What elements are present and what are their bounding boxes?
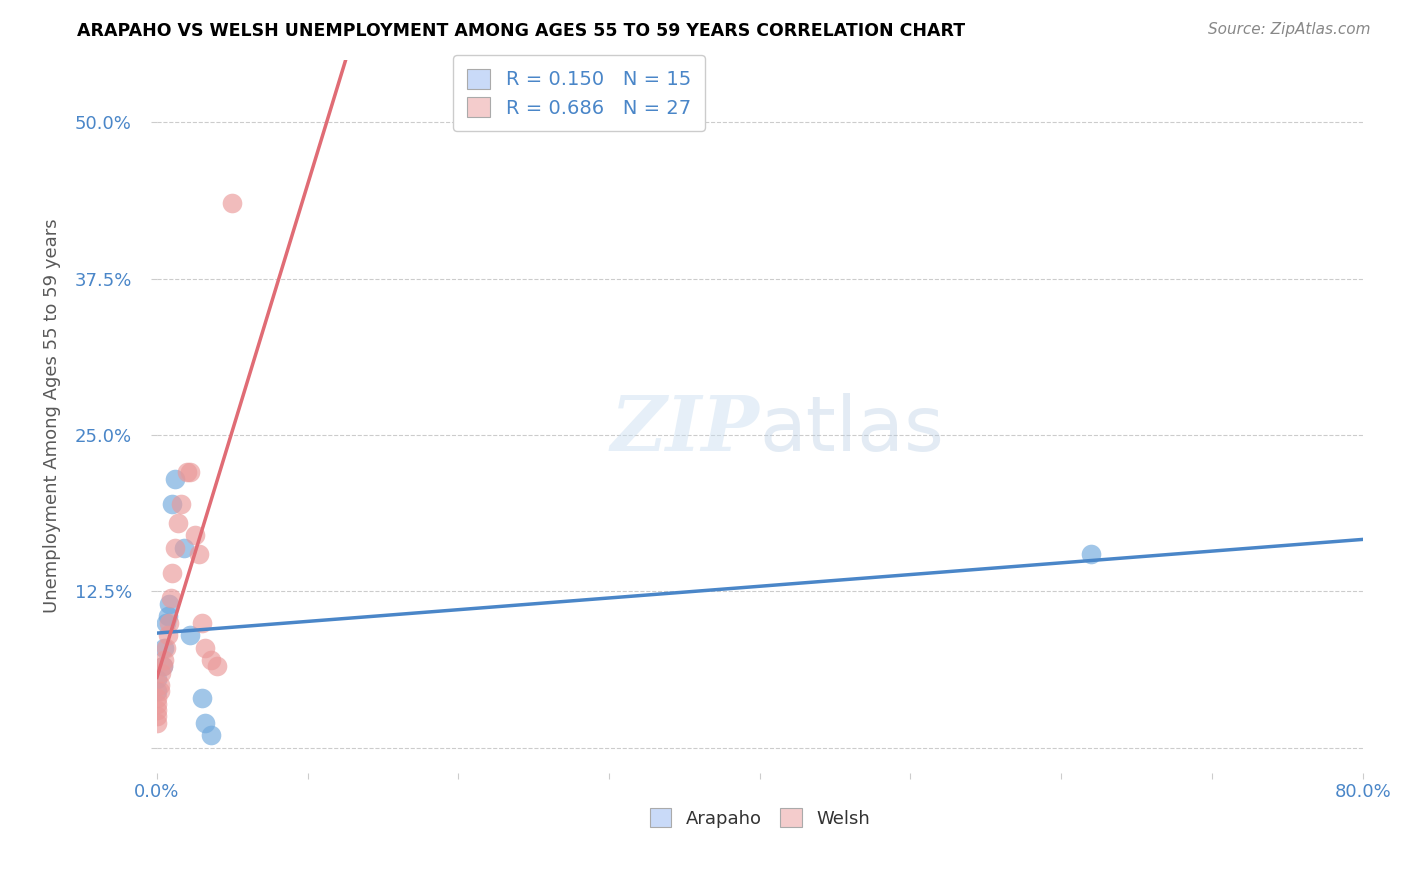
Point (146, 690, 169, 705)
Point (146, 715, 169, 730)
Point (200, 653, 222, 667)
Point (176, 466, 198, 480)
Point (155, 615, 177, 630)
Point (153, 640, 176, 655)
Point (200, 728, 222, 742)
Text: Source: ZipAtlas.com: Source: ZipAtlas.com (1208, 22, 1371, 37)
Point (146, 703, 169, 717)
Point (160, 566, 183, 580)
Point (155, 640, 177, 655)
Point (150, 665, 173, 680)
Point (146, 697, 169, 711)
Point (146, 709, 169, 723)
Point (191, 615, 214, 630)
Point (191, 690, 214, 705)
Point (179, 628, 201, 642)
Point (183, 528, 205, 542)
Text: ARAPAHO VS WELSH UNEMPLOYMENT AMONG AGES 55 TO 59 YEARS CORRELATION CHART: ARAPAHO VS WELSH UNEMPLOYMENT AMONG AGES… (77, 22, 966, 40)
Point (149, 678, 172, 692)
Legend: Arapaho, Welsh: Arapaho, Welsh (643, 801, 877, 835)
Point (156, 609, 179, 624)
Point (156, 628, 179, 642)
Point (163, 472, 186, 486)
Point (221, 196, 243, 211)
Point (167, 516, 190, 530)
Text: ZIP: ZIP (612, 393, 759, 467)
Point (146, 684, 169, 698)
Point (159, 591, 181, 605)
Point (152, 659, 174, 673)
Point (146, 672, 169, 686)
Point (194, 715, 217, 730)
Point (157, 615, 180, 630)
Point (173, 541, 195, 555)
Point (160, 497, 183, 511)
Point (157, 597, 180, 611)
Point (149, 684, 172, 698)
Text: atlas: atlas (759, 393, 945, 467)
Point (194, 640, 217, 655)
Point (153, 653, 176, 667)
Point (163, 541, 186, 555)
Point (188, 547, 211, 561)
Point (1080, 547, 1102, 561)
Point (152, 659, 174, 673)
Point (179, 466, 201, 480)
Point (170, 497, 193, 511)
Y-axis label: Unemployment Among Ages 55 to 59 years: Unemployment Among Ages 55 to 59 years (44, 219, 60, 614)
Point (207, 659, 229, 673)
